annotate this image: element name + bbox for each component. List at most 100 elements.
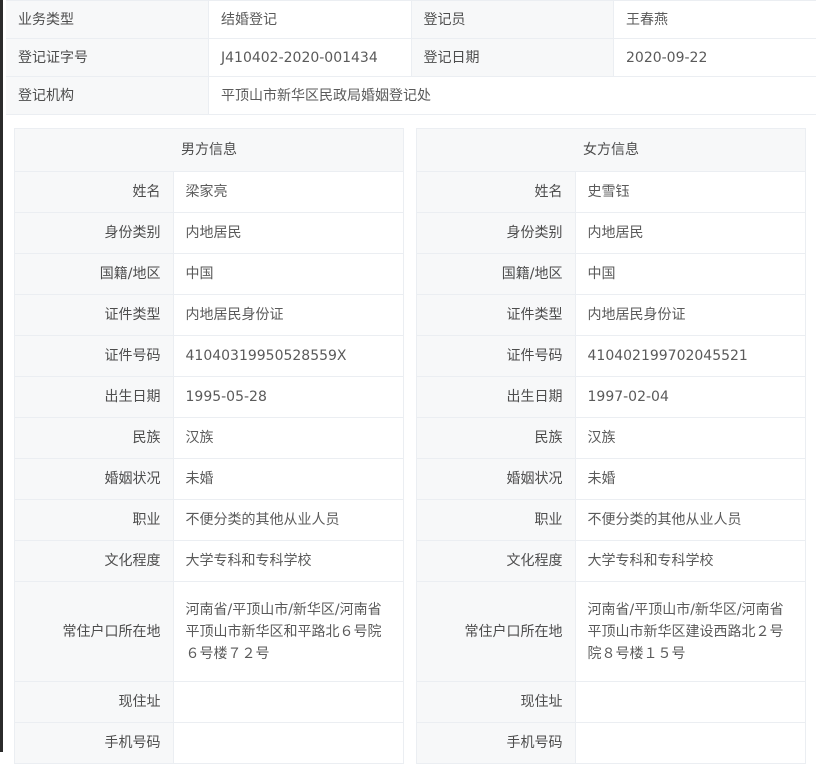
table-row: 身份类别 内地居民 [15, 212, 403, 254]
female-value-registered-residence: 河南省/平顶山市/新华区/河南省平顶山市新华区建设西路北２号院８号楼１５号 [575, 581, 805, 682]
female-label-birth-date: 出生日期 [417, 376, 576, 418]
male-label-registered-residence: 常住户口所在地 [15, 581, 174, 682]
female-value-mobile-number [575, 722, 805, 764]
table-row: 民族 汉族 [15, 417, 403, 459]
female-value-name: 史雪钰 [575, 172, 805, 213]
table-row: 证件号码 410402199702045521 [417, 335, 805, 377]
summary-label-business-type: 业务类型 [6, 0, 209, 39]
female-value-current-address [575, 681, 805, 723]
male-value-current-address [173, 681, 403, 723]
female-empty-current-address [588, 691, 794, 713]
table-row: 民族 汉族 [417, 417, 805, 459]
summary-label-certificate-no: 登记证字号 [6, 38, 209, 77]
table-row: 姓名 史雪钰 [417, 172, 805, 213]
table-row: 业务类型 结婚登记 登记员 王春燕 [6, 0, 816, 39]
male-empty-current-address [186, 691, 392, 713]
table-row: 身份类别 内地居民 [417, 212, 805, 254]
female-value-id-number: 410402199702045521 [575, 335, 805, 377]
summary-value-registrar: 王春燕 [613, 0, 816, 39]
male-value-id-type: 内地居民身份证 [173, 294, 403, 336]
table-row: 文化程度 大学专科和专科学校 [417, 540, 805, 582]
table-row: 登记机构 平顶山市新华区民政局婚姻登记处 [6, 76, 816, 115]
male-label-marital-status: 婚姻状况 [15, 458, 174, 500]
summary-label-institution: 登记机构 [6, 76, 209, 115]
male-info-panel: 男方信息 姓名 梁家亮 身份类别 内地居民 国籍/地区 中国 证件类型 内地居民身份证 证件号码… [14, 128, 404, 764]
table-row: 常住户口所在地 河南省/平顶山市/新华区/河南省平顶山市新华区建设西路北２号院８号… [417, 581, 805, 682]
female-info-panel: 女方信息 姓名 史雪钰 身份类别 内地居民 国籍/地区 中国 证件类型 内地居民身份证 证件号码… [416, 128, 806, 764]
female-label-registered-residence: 常住户口所在地 [417, 581, 576, 682]
table-row: 证件类型 内地居民身份证 [417, 294, 805, 336]
table-row: 姓名 梁家亮 [15, 172, 403, 213]
male-label-education-level: 文化程度 [15, 540, 174, 582]
summary-label-register-date: 登记日期 [411, 38, 614, 77]
summary-value-register-date: 2020-09-22 [613, 38, 816, 77]
female-value-occupation: 不便分类的其他从业人员 [575, 499, 805, 541]
table-row: 文化程度 大学专科和专科学校 [15, 540, 403, 582]
male-value-education-level: 大学专科和专科学校 [173, 540, 403, 582]
male-label-ethnicity: 民族 [15, 417, 174, 459]
female-value-marital-status: 未婚 [575, 458, 805, 500]
female-panel-title: 女方信息 [417, 129, 805, 172]
male-value-ethnicity: 汉族 [173, 417, 403, 459]
summary-value-institution: 平顶山市新华区民政局婚姻登记处 [208, 76, 816, 115]
male-label-identity-category: 身份类别 [15, 212, 174, 254]
male-label-id-type: 证件类型 [15, 294, 174, 336]
table-row: 现住址 [15, 681, 403, 723]
table-row: 常住户口所在地 河南省/平顶山市/新华区/河南省平顶山市新华区和平路北６号院６号楼… [15, 581, 403, 682]
female-label-identity-category: 身份类别 [417, 212, 576, 254]
summary-value-certificate-no: J410402-2020-001434 [208, 38, 412, 77]
female-value-ethnicity: 汉族 [575, 417, 805, 459]
female-value-education-level: 大学专科和专科学校 [575, 540, 805, 582]
table-row: 现住址 [417, 681, 805, 723]
female-label-mobile-number: 手机号码 [417, 722, 576, 764]
male-label-occupation: 职业 [15, 499, 174, 541]
male-label-current-address: 现住址 [15, 681, 174, 723]
female-detail-table: 姓名 史雪钰 身份类别 内地居民 国籍/地区 中国 证件类型 内地居民身份证 证件号码 41040… [417, 172, 805, 764]
male-value-marital-status: 未婚 [173, 458, 403, 500]
male-label-birth-date: 出生日期 [15, 376, 174, 418]
male-value-name: 梁家亮 [173, 172, 403, 213]
female-label-ethnicity: 民族 [417, 417, 576, 459]
female-value-identity-category: 内地居民 [575, 212, 805, 254]
male-value-nationality-region: 中国 [173, 253, 403, 295]
table-row: 手机号码 [15, 722, 403, 764]
table-row: 国籍/地区 中国 [15, 253, 403, 295]
female-detail-body: 姓名 史雪钰 身份类别 内地居民 国籍/地区 中国 证件类型 内地居民身份证 证件号码 41040… [417, 172, 805, 764]
table-row: 国籍/地区 中国 [417, 253, 805, 295]
summary-label-registrar: 登记员 [411, 0, 614, 39]
summary-value-business-type: 结婚登记 [208, 0, 412, 39]
male-label-mobile-number: 手机号码 [15, 722, 174, 764]
female-empty-mobile-number [588, 732, 794, 754]
male-empty-mobile-number [186, 732, 392, 754]
male-value-occupation: 不便分类的其他从业人员 [173, 499, 403, 541]
table-row: 证件号码 41040319950528559X [15, 335, 403, 377]
female-label-id-type: 证件类型 [417, 294, 576, 336]
female-label-nationality-region: 国籍/地区 [417, 253, 576, 295]
male-detail-body: 姓名 梁家亮 身份类别 内地居民 国籍/地区 中国 证件类型 内地居民身份证 证件号码 41040… [15, 172, 403, 764]
male-value-identity-category: 内地居民 [173, 212, 403, 254]
male-value-birth-date: 1995-05-28 [173, 376, 403, 418]
table-row: 婚姻状况 未婚 [417, 458, 805, 500]
table-row: 出生日期 1995-05-28 [15, 376, 403, 418]
registration-summary-table: 业务类型 结婚登记 登记员 王春燕 登记证字号 J410402-2020-001… [6, 0, 816, 115]
male-detail-table: 姓名 梁家亮 身份类别 内地居民 国籍/地区 中国 证件类型 内地居民身份证 证件号码 41040… [15, 172, 403, 764]
female-label-marital-status: 婚姻状况 [417, 458, 576, 500]
female-value-birth-date: 1997-02-04 [575, 376, 805, 418]
female-label-occupation: 职业 [417, 499, 576, 541]
table-row: 手机号码 [417, 722, 805, 764]
male-value-registered-residence: 河南省/平顶山市/新华区/河南省平顶山市新华区和平路北６号院６号楼７２号 [173, 581, 403, 682]
female-value-id-type: 内地居民身份证 [575, 294, 805, 336]
table-row: 证件类型 内地居民身份证 [15, 294, 403, 336]
male-value-mobile-number [173, 722, 403, 764]
male-label-nationality-region: 国籍/地区 [15, 253, 174, 295]
male-label-name: 姓名 [15, 172, 174, 213]
female-label-id-number: 证件号码 [417, 335, 576, 377]
summary-table-body: 业务类型 结婚登记 登记员 王春燕 登记证字号 J410402-2020-001… [6, 0, 816, 115]
female-value-nationality-region: 中国 [575, 253, 805, 295]
table-row: 登记证字号 J410402-2020-001434 登记日期 2020-09-2… [6, 38, 816, 77]
female-label-current-address: 现住址 [417, 681, 576, 723]
female-label-name: 姓名 [417, 172, 576, 213]
male-panel-title: 男方信息 [15, 129, 403, 172]
table-row: 婚姻状况 未婚 [15, 458, 403, 500]
